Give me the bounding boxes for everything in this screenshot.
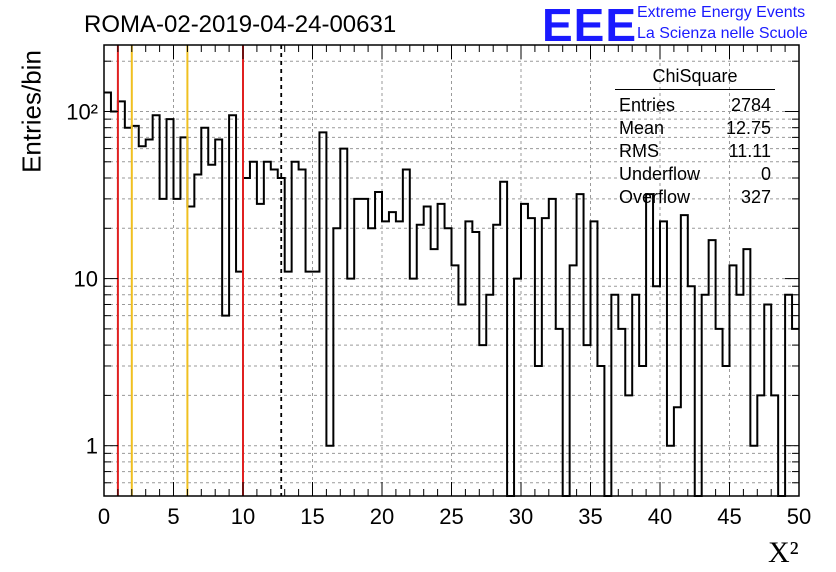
stats-label: RMS	[619, 141, 659, 161]
logo-subtitle-1: Extreme Energy Events	[637, 4, 806, 21]
stats-value: 2784	[730, 95, 771, 115]
y-tick-label: 1	[86, 434, 98, 459]
logo-subtitle-2: La Scienza nelle Scuole	[637, 25, 808, 42]
stats-title: ChiSquare	[615, 66, 775, 90]
x-tick-label: 15	[300, 504, 324, 529]
y-axis-label: Entries/bin	[16, 50, 47, 173]
stats-label: Overflow	[619, 187, 691, 207]
y-tick-label: 10	[74, 267, 98, 292]
x-tick-label: 10	[231, 504, 255, 529]
stats-row-mean: Mean 12.75	[609, 117, 781, 140]
stats-label: Underflow	[619, 164, 701, 184]
x-tick-label: 50	[787, 504, 811, 529]
stats-value: 12.75	[725, 118, 771, 138]
stats-value: 11.11	[728, 141, 771, 161]
stats-row-rms: RMS 11.11	[609, 140, 781, 163]
chart-title: ROMA-02-2019-04-24-00631	[84, 11, 397, 38]
stats-row-underflow: Underflow 0	[609, 163, 781, 186]
stats-row-entries: Entries 2784	[609, 94, 781, 117]
x-tick-label: 45	[717, 504, 741, 529]
y-tick-label: 10²	[66, 99, 98, 124]
eee-logo: EEE	[542, 0, 638, 51]
x-tick-label: 35	[578, 504, 602, 529]
stats-label: Entries	[619, 95, 676, 115]
stats-row-overflow: Overflow 327	[609, 186, 781, 209]
x-tick-label: 0	[98, 504, 110, 529]
x-axis-label: X²	[768, 536, 799, 569]
stats-box: ChiSquare Entries 2784 Mean 12.75 RMS 11.11…	[609, 66, 781, 209]
x-tick-label: 20	[370, 504, 394, 529]
stats-value: 327	[740, 187, 771, 207]
histogram-series	[104, 91, 799, 497]
stats-value: 0	[760, 164, 771, 184]
x-tick-label: 40	[648, 504, 672, 529]
x-tick-label: 5	[167, 504, 179, 529]
x-tick-label: 30	[509, 504, 533, 529]
x-tick-label: 25	[439, 504, 463, 529]
stats-label: Mean	[619, 118, 665, 138]
